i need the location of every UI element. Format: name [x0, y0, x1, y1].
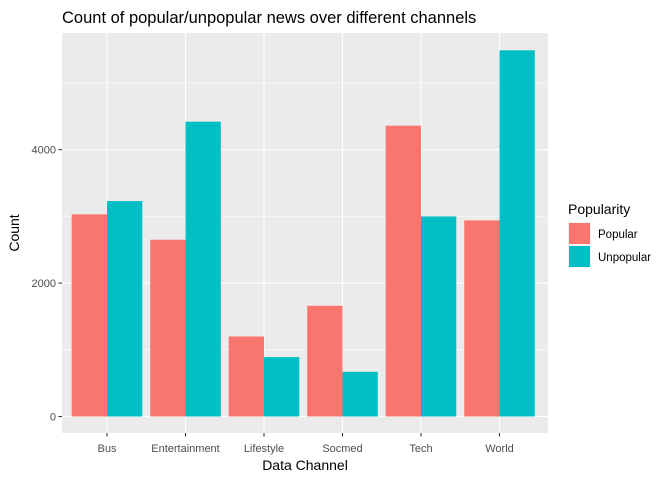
bar-popular-lifestyle: [228, 336, 264, 417]
bars: [71, 50, 535, 417]
y-axis: 0 2000 4000: [32, 145, 62, 424]
chart-title: Count of popular/unpopular news over dif…: [62, 9, 476, 27]
bar-popular-world: [464, 220, 500, 417]
bar-unpopular-tech: [421, 216, 457, 417]
bar-unpopular-bus: [107, 201, 143, 417]
x-tick-label: World: [485, 443, 514, 455]
legend-title: Popularity: [568, 201, 630, 217]
y-tick-label: 0: [50, 412, 56, 424]
y-tick-label: 4000: [32, 145, 56, 157]
bar-unpopular-entertainment: [185, 121, 221, 417]
x-tick-label: Tech: [409, 443, 432, 455]
bar-popular-entertainment: [150, 239, 186, 417]
legend-items: Popular Unpopular: [568, 222, 651, 268]
x-tick-label: Bus: [98, 443, 117, 455]
y-tick-label: 2000: [32, 278, 56, 290]
bar-unpopular-world: [499, 50, 535, 417]
bar-popular-bus: [71, 214, 107, 417]
legend-label-unpopular: Unpopular: [598, 252, 651, 264]
x-tick-label: Lifestyle: [244, 443, 284, 455]
x-tick-label: Entertainment: [151, 443, 219, 455]
bar-unpopular-lifestyle: [264, 357, 300, 417]
x-axis: Bus Entertainment Lifestyle Socmed Tech World: [98, 433, 514, 455]
legend-key-unpopular: [569, 246, 590, 267]
bar-popular-socmed: [307, 305, 343, 417]
y-axis-title: Count: [6, 214, 22, 251]
legend-label-popular: Popular: [598, 229, 638, 241]
legend: Popularity Popular Unpopular: [568, 201, 651, 268]
x-tick-label: Socmed: [322, 443, 362, 455]
legend-key-popular: [569, 223, 590, 244]
bar-popular-tech: [385, 125, 421, 417]
bar-unpopular-socmed: [342, 371, 378, 417]
x-axis-title: Data Channel: [262, 457, 348, 473]
